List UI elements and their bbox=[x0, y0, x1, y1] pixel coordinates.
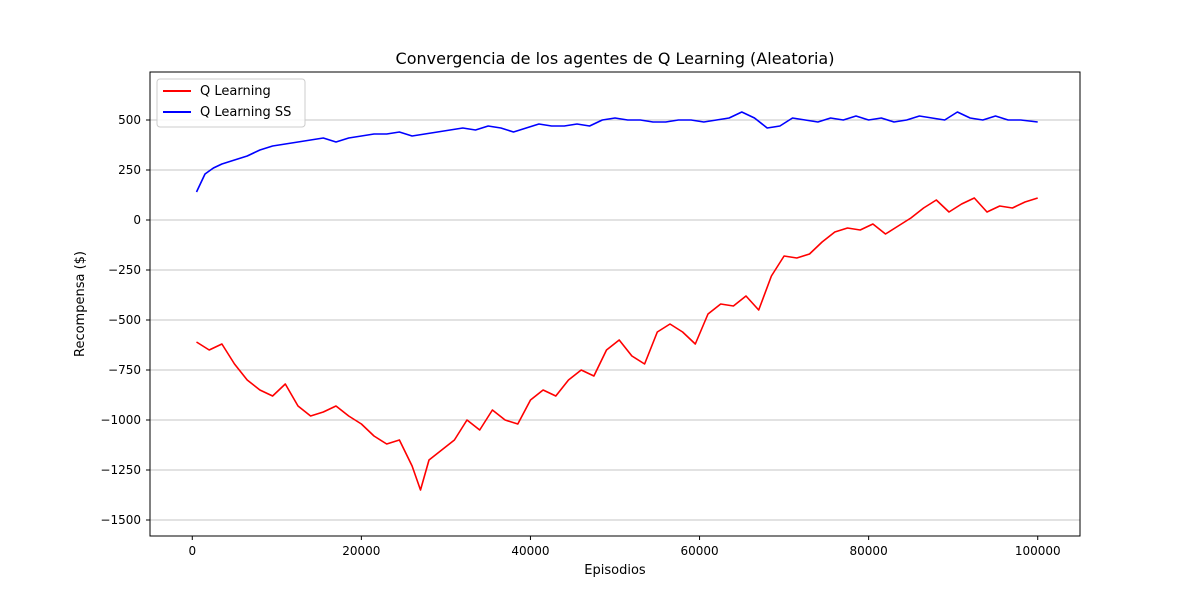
series-layer bbox=[195, 111, 1038, 491]
y-tick-label: 250 bbox=[118, 163, 141, 177]
y-tick-label: −1000 bbox=[100, 413, 141, 427]
y-tick-label: −750 bbox=[108, 363, 141, 377]
series-line-q-learning bbox=[196, 197, 1038, 491]
y-tick-label: 500 bbox=[118, 113, 141, 127]
x-axis-label: Episodios bbox=[584, 563, 646, 578]
y-tick-label: −1250 bbox=[100, 463, 141, 477]
chart-title: Convergencia de los agentes de Q Learnin… bbox=[396, 49, 835, 68]
x-tick-label: 100000 bbox=[1015, 544, 1061, 558]
x-tick-label: 40000 bbox=[511, 544, 549, 558]
y-tick-label: −500 bbox=[108, 313, 141, 327]
x-tick-label: 20000 bbox=[342, 544, 380, 558]
x-tick-label: 80000 bbox=[850, 544, 888, 558]
y-tick-label: −250 bbox=[108, 263, 141, 277]
y-ticks: −1500 −1250 −1000 −750 −500 −250 0 250 500 bbox=[100, 113, 150, 527]
y-axis-label: Recompensa ($) bbox=[73, 251, 88, 357]
x-tick-label: 60000 bbox=[680, 544, 718, 558]
y-tick-label: −1500 bbox=[100, 513, 141, 527]
plot-frame bbox=[149, 71, 1081, 537]
y-tick-label: 0 bbox=[133, 213, 141, 227]
legend-label-q-learning: Q Learning bbox=[200, 84, 271, 99]
x-ticks: 0 20000 40000 60000 80000 100000 bbox=[188, 536, 1061, 558]
series-line-q-learning-ss bbox=[195, 111, 1038, 193]
legend-label-q-learning-ss: Q Learning SS bbox=[200, 105, 291, 120]
legend-box bbox=[156, 78, 306, 128]
legend: Q Learning Q Learning SS bbox=[156, 78, 306, 128]
x-tick-label: 0 bbox=[188, 544, 196, 558]
